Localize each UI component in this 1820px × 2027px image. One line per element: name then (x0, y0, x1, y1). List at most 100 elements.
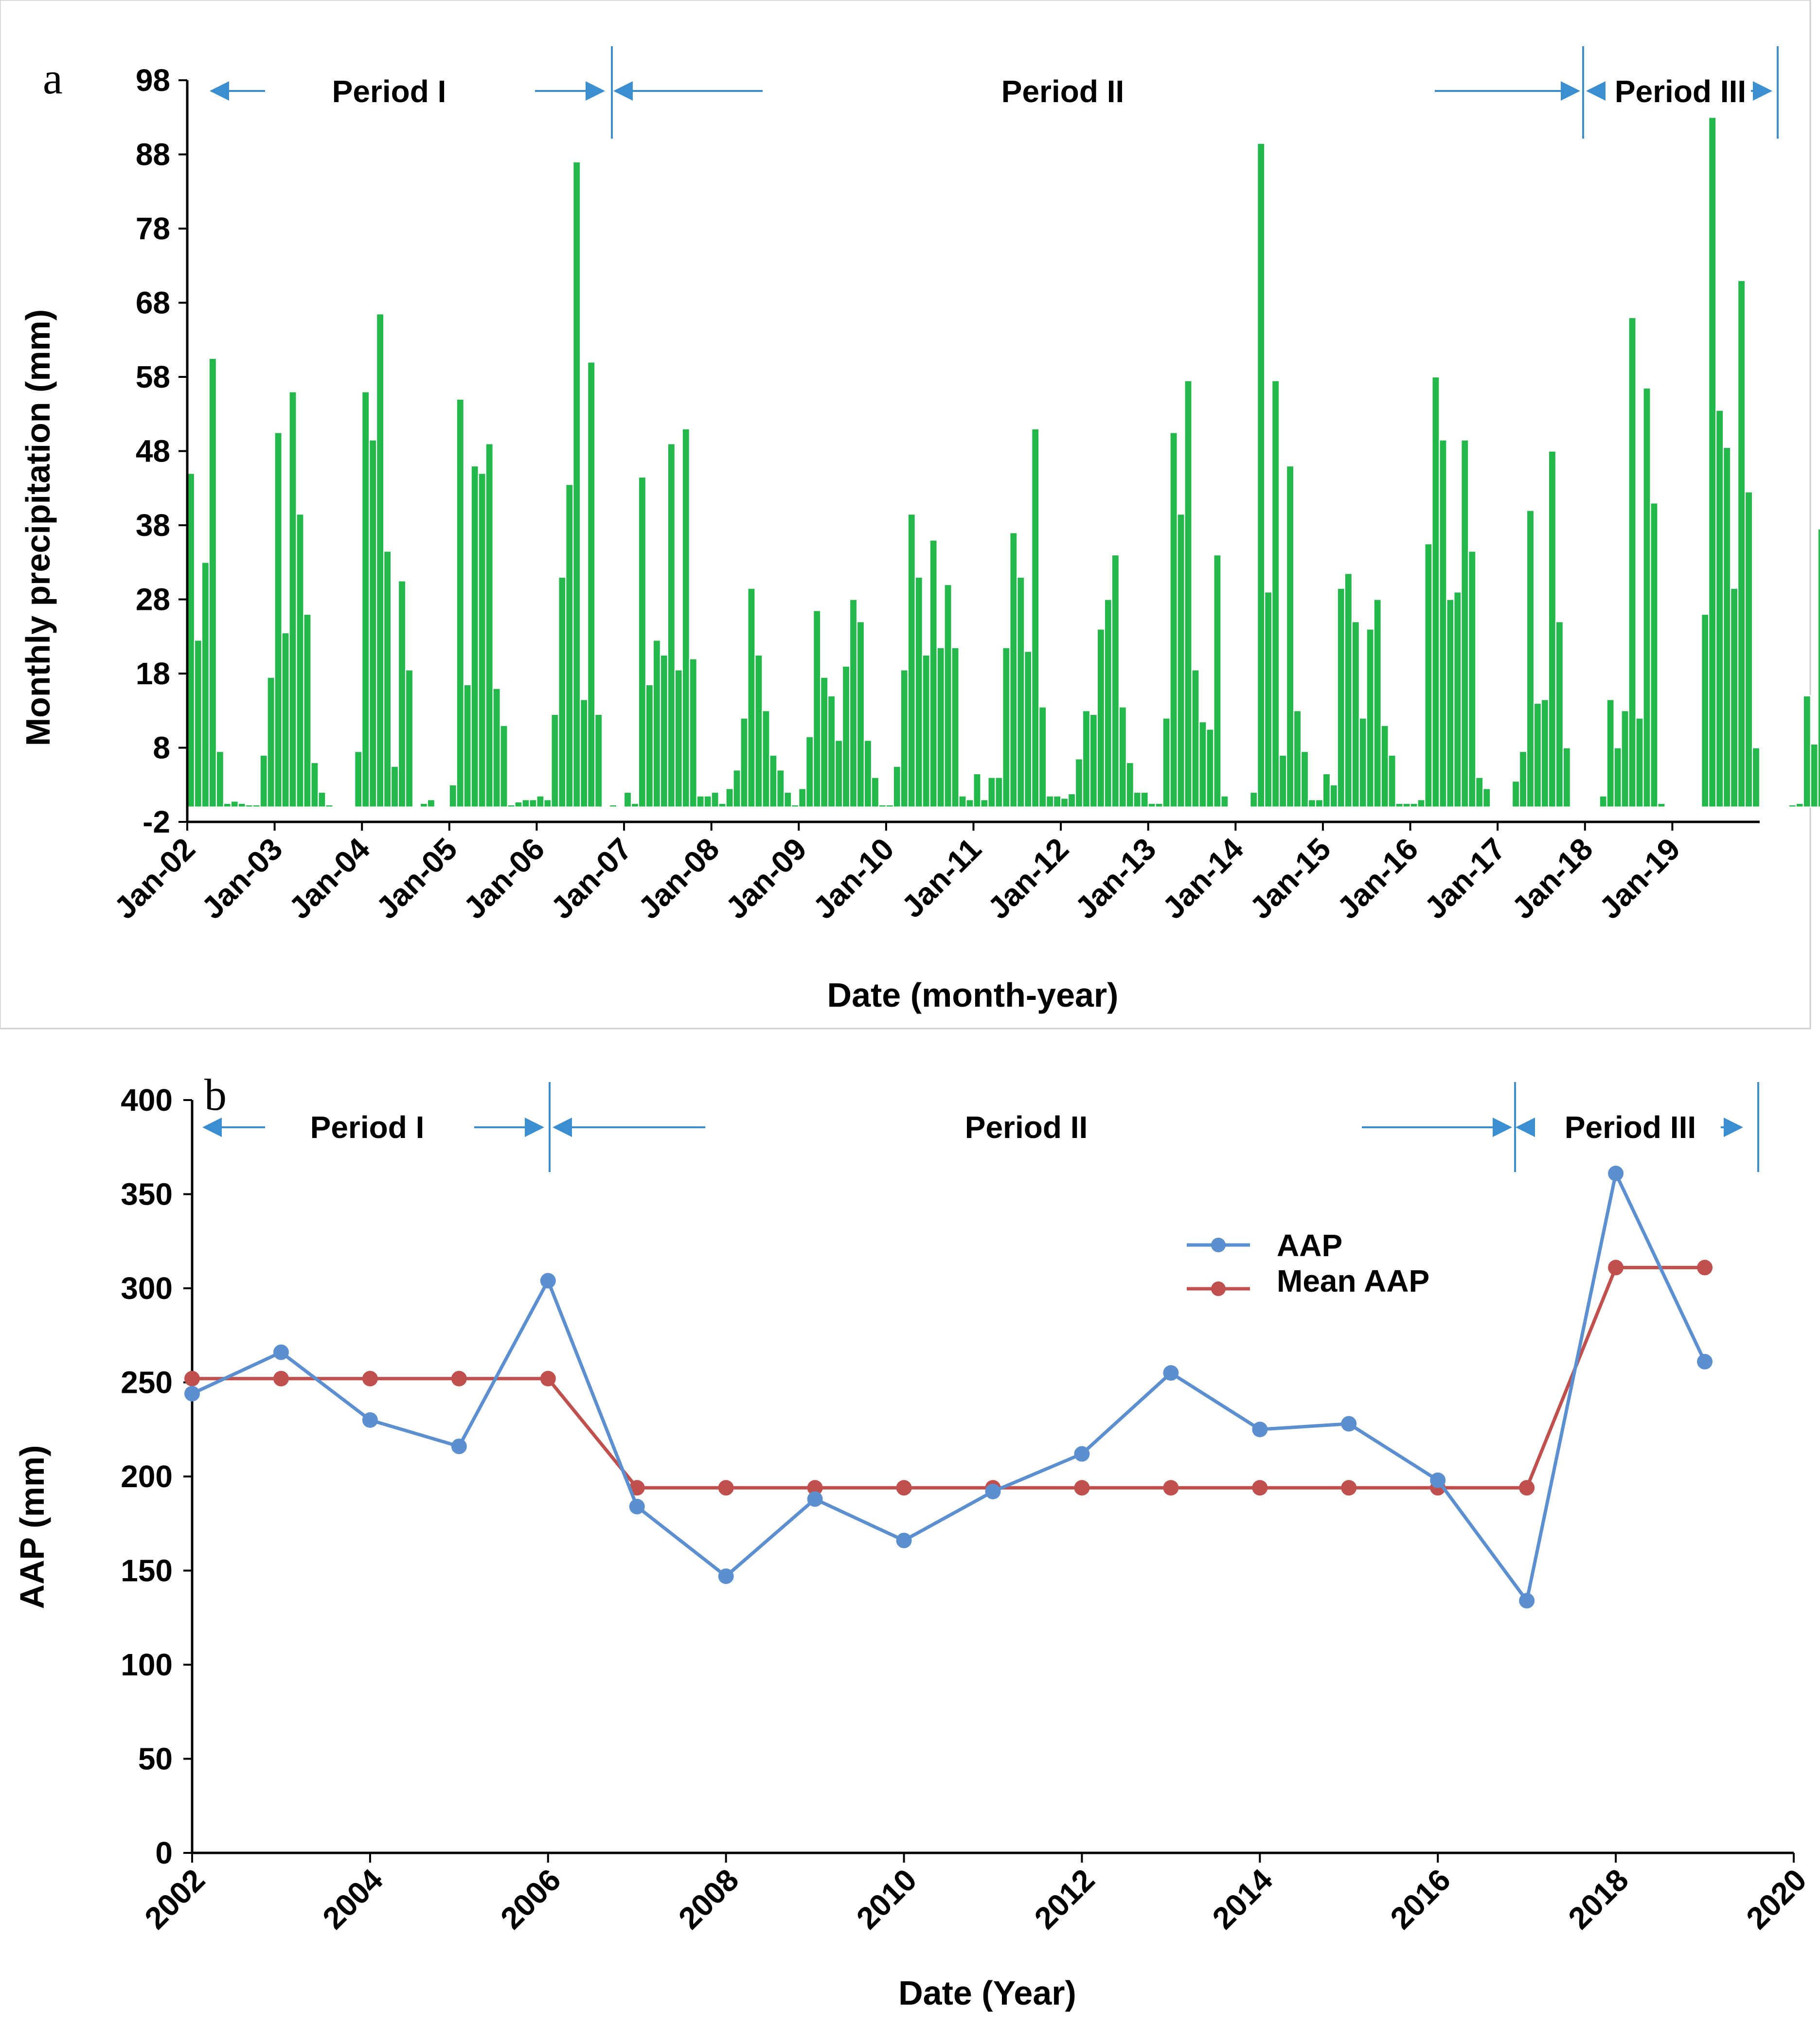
precip-bar (1533, 702, 1542, 808)
precip-bar (980, 799, 989, 808)
precip-bar (361, 391, 370, 808)
x-tick-label: 2004 (316, 1862, 390, 1936)
precip-bar (813, 610, 821, 808)
panel-b-y-axis-label: AAP (mm) (13, 1445, 51, 1609)
precip-bar (791, 804, 800, 808)
precip-bar (1038, 706, 1047, 808)
aap-point (1074, 1446, 1090, 1462)
y-tick-label: 8 (153, 730, 170, 765)
panel-a-period-annotations: Period I Period II Period III (210, 46, 1779, 139)
precip-bar (747, 587, 756, 808)
precip-bar (1271, 380, 1280, 808)
precip-bar (623, 791, 632, 808)
y-tick-label: 38 (136, 508, 170, 543)
mean-aap-point (1697, 1260, 1713, 1276)
precip-bar (871, 777, 880, 808)
precip-bar (1322, 773, 1331, 808)
precip-bar (1788, 804, 1797, 808)
precip-bar (230, 800, 239, 808)
period-label: Period I (310, 1110, 425, 1145)
precip-bar (1162, 717, 1171, 808)
precip-bar (536, 795, 545, 808)
precip-bar (1329, 784, 1338, 808)
precip-bar (215, 751, 224, 808)
precip-bar (944, 584, 952, 808)
precip-bar (1358, 717, 1367, 808)
period-label: Period I (332, 74, 446, 109)
precip-bar (252, 804, 261, 808)
precip-bar (1017, 576, 1025, 808)
precip-bar (776, 769, 785, 808)
precip-bar (1628, 317, 1637, 808)
aap-series-line (191, 1172, 1707, 1602)
precip-bar (784, 791, 792, 808)
precip-bar (1074, 758, 1084, 808)
precip-bar (703, 795, 712, 808)
precip-bar (485, 443, 494, 808)
precip-bar (405, 669, 414, 808)
precip-bar (1388, 754, 1396, 808)
precip-bar (1701, 613, 1710, 808)
mean-aap-point (718, 1480, 734, 1496)
x-tick-label: 2014 (1206, 1862, 1280, 1936)
aap-point (184, 1386, 200, 1402)
precip-bar (892, 765, 901, 808)
panel-b-y-axis: 0 50 100 150 200 250 300 350 400 (121, 1083, 194, 1870)
precip-bar (521, 799, 530, 808)
precip-bar (725, 788, 734, 808)
precip-bar (849, 599, 858, 808)
panel-b-x-axis: 2002 2004 2006 2008 2010 2012 2014 2016 2018 2020 (138, 1851, 1813, 1936)
period-label: Period III (1565, 1110, 1696, 1145)
precip-bar (390, 765, 399, 808)
y-tick-label: 68 (136, 285, 170, 320)
precip-bar (1613, 747, 1622, 808)
mean-aap-point (1519, 1480, 1535, 1496)
precip-bar (1410, 802, 1418, 808)
precip-bar (208, 357, 217, 808)
precip-bar (463, 684, 472, 808)
precip-bar (1147, 802, 1156, 808)
precip-bar (565, 484, 574, 808)
precip-bar (427, 799, 435, 808)
panel-b-x-axis-label: Date (Year) (898, 1974, 1076, 2012)
precip-bar (630, 802, 640, 808)
precip-bar (274, 432, 283, 808)
precip-bar (1104, 599, 1112, 808)
precip-bar (1344, 573, 1353, 808)
mean-aap-point (451, 1370, 467, 1387)
x-tick-label: 2016 (1384, 1862, 1458, 1936)
precip-bar (1562, 747, 1571, 808)
precip-bar (456, 398, 464, 808)
precip-bar (1191, 669, 1200, 808)
precip-bar (951, 647, 960, 808)
y-tick-label: 18 (136, 656, 170, 691)
precip-bar (1337, 587, 1345, 808)
y-tick-label: 28 (136, 582, 170, 617)
legend-mean-aap-marker (1211, 1281, 1226, 1296)
precip-bar (711, 791, 719, 808)
precip-bar (1024, 651, 1033, 808)
precip-bar (1555, 621, 1564, 808)
precip-bar (318, 791, 326, 808)
aap-point (451, 1439, 467, 1455)
precip-bar (696, 795, 705, 808)
precip-bar (1642, 387, 1651, 808)
precip-bar (674, 669, 683, 808)
precip-bar (201, 562, 210, 808)
precip-bar (1366, 628, 1374, 808)
precip-bar (907, 514, 916, 808)
period-label: Period III (1615, 74, 1746, 109)
precip-bar (194, 640, 203, 808)
aap-point (896, 1532, 912, 1548)
precip-bar (572, 161, 581, 808)
precip-bar (1198, 721, 1207, 808)
precip-bar (1737, 280, 1746, 808)
precip-bar (1249, 791, 1258, 808)
precip-bar (1096, 628, 1106, 808)
y-tick-label: 50 (138, 1742, 173, 1777)
precip-bar (1220, 795, 1229, 808)
precip-bar (245, 804, 253, 808)
x-tick-label: 2008 (672, 1862, 746, 1936)
aap-point (1430, 1472, 1446, 1488)
